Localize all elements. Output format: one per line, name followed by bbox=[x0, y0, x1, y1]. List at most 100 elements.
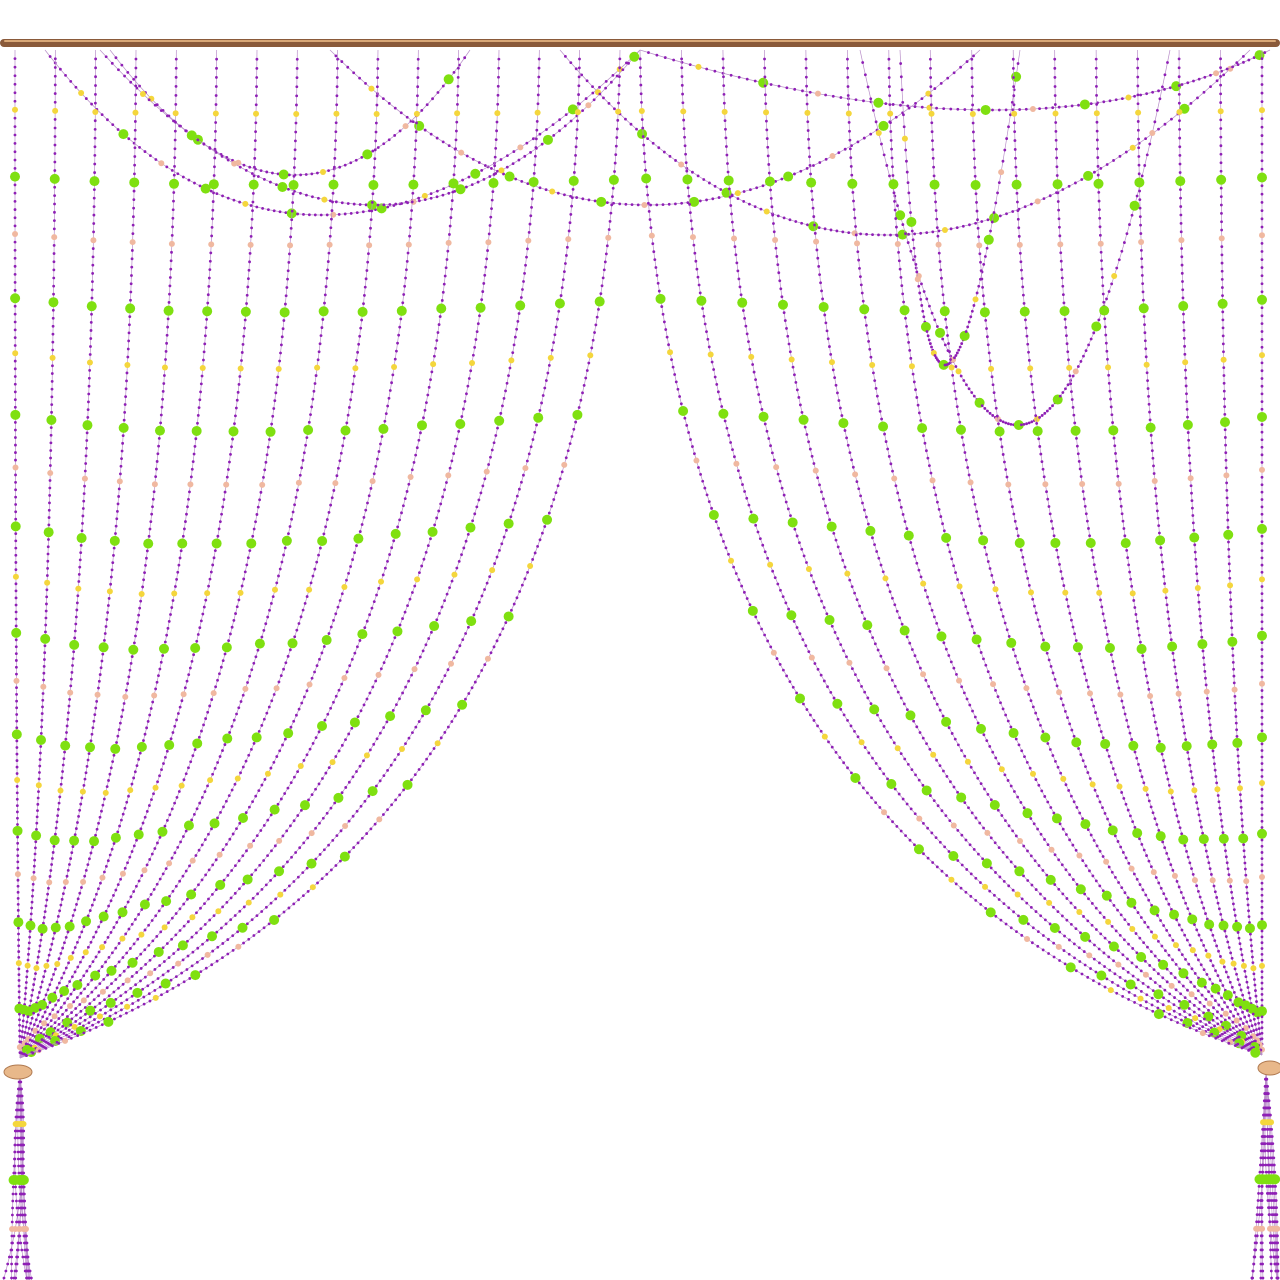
purple-bead bbox=[1062, 584, 1066, 587]
purple-bead bbox=[85, 1026, 89, 1030]
purple-bead bbox=[39, 1026, 43, 1030]
purple-bead bbox=[300, 701, 304, 705]
yellow-bead bbox=[734, 190, 741, 197]
purple-bead bbox=[167, 921, 170, 925]
purple-bead bbox=[272, 407, 276, 410]
purple-bead bbox=[297, 707, 301, 711]
purple-bead bbox=[1052, 811, 1056, 815]
purple-bead bbox=[250, 873, 254, 877]
purple-bead bbox=[124, 932, 128, 936]
purple-bead bbox=[350, 726, 354, 730]
purple-bead bbox=[1101, 292, 1105, 296]
purple-bead bbox=[1193, 923, 1196, 927]
purple-bead bbox=[336, 67, 339, 70]
purple-bead bbox=[922, 290, 926, 293]
yellow-bead bbox=[1259, 466, 1265, 473]
purple-bead bbox=[974, 192, 978, 196]
purple-bead bbox=[464, 632, 468, 635]
purple-bead bbox=[522, 473, 525, 477]
purple-bead bbox=[1028, 766, 1032, 770]
yellow-bead bbox=[147, 970, 154, 977]
purple-bead bbox=[209, 251, 213, 255]
purple-bead bbox=[74, 622, 78, 626]
green-bead bbox=[1187, 914, 1198, 925]
swag-strand bbox=[109, 49, 471, 180]
purple-bead bbox=[203, 342, 207, 346]
purple-bead bbox=[334, 139, 337, 143]
purple-bead bbox=[375, 94, 379, 98]
purple-bead bbox=[1078, 652, 1081, 656]
yellow-bead bbox=[67, 954, 74, 961]
purple-bead bbox=[808, 90, 812, 94]
purple-bead bbox=[161, 973, 165, 977]
purple-bead bbox=[1138, 198, 1142, 202]
purple-bead bbox=[575, 196, 579, 199]
purple-bead bbox=[1157, 881, 1161, 885]
purple-bead bbox=[1223, 428, 1227, 432]
purple-bead bbox=[182, 902, 186, 906]
green-bead bbox=[1189, 532, 1200, 543]
purple-bead bbox=[199, 382, 203, 386]
yellow-bead bbox=[138, 591, 145, 598]
purple-bead bbox=[438, 612, 441, 615]
purple-bead bbox=[251, 896, 255, 900]
purple-bead bbox=[83, 777, 87, 781]
purple-bead bbox=[846, 76, 850, 79]
purple-bead bbox=[1058, 234, 1062, 238]
purple-bead bbox=[895, 234, 899, 237]
purple-bead bbox=[13, 166, 17, 170]
purple-bead bbox=[1173, 665, 1177, 669]
purple-bead bbox=[190, 659, 194, 663]
purple-bead bbox=[294, 139, 297, 143]
purple-bead bbox=[980, 220, 984, 223]
purple-bead bbox=[667, 202, 671, 206]
purple-bead bbox=[174, 57, 178, 61]
purple-bead bbox=[138, 146, 141, 149]
purple-bead bbox=[276, 375, 280, 379]
purple-bead bbox=[83, 1018, 87, 1022]
purple-bead bbox=[75, 601, 79, 605]
purple-bead bbox=[241, 854, 245, 858]
green-bead bbox=[970, 180, 981, 191]
purple-bead bbox=[1058, 394, 1062, 398]
purple-bead bbox=[1223, 843, 1227, 847]
purple-bead bbox=[867, 339, 870, 343]
purple-bead bbox=[1234, 708, 1237, 712]
purple-bead bbox=[100, 1023, 104, 1027]
purple-bead bbox=[987, 351, 991, 355]
purple-bead bbox=[425, 103, 429, 107]
purple-bead bbox=[1094, 75, 1098, 79]
purple-bead bbox=[203, 334, 207, 338]
purple-bead bbox=[86, 863, 90, 867]
purple-bead bbox=[441, 140, 445, 144]
purple-bead bbox=[137, 879, 141, 883]
purple-bead bbox=[275, 755, 279, 758]
purple-bead bbox=[1247, 1014, 1251, 1017]
purple-bead bbox=[181, 175, 185, 179]
purple-bead bbox=[147, 943, 151, 947]
purple-bead bbox=[430, 697, 434, 701]
yellow-bead bbox=[1034, 198, 1041, 205]
purple-bead bbox=[307, 420, 311, 424]
purple-bead bbox=[411, 120, 415, 124]
purple-bead bbox=[991, 414, 995, 417]
purple-bead bbox=[1166, 777, 1170, 781]
purple-bead bbox=[322, 645, 326, 648]
purple-bead bbox=[769, 83, 773, 86]
green-bead bbox=[49, 173, 60, 184]
purple-bead bbox=[540, 142, 544, 146]
purple-bead bbox=[33, 977, 36, 981]
purple-bead bbox=[1199, 963, 1203, 967]
purple-bead bbox=[1117, 258, 1121, 262]
yellow-bead bbox=[216, 851, 223, 858]
purple-bead bbox=[513, 501, 517, 505]
purple-bead bbox=[1001, 159, 1005, 163]
purple-bead bbox=[910, 229, 914, 233]
purple-bead bbox=[785, 86, 789, 90]
purple-bead bbox=[556, 191, 560, 195]
purple-bead bbox=[1023, 205, 1027, 209]
green-bead bbox=[1196, 977, 1207, 988]
purple-bead bbox=[1185, 976, 1189, 980]
green-bead bbox=[286, 208, 297, 219]
purple-bead bbox=[1260, 74, 1264, 78]
